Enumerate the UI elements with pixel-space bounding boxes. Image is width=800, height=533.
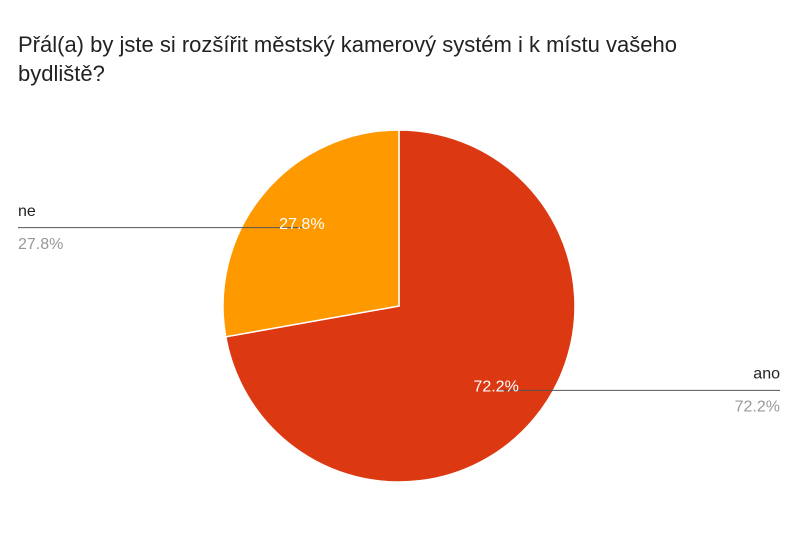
legend-label: ano	[753, 366, 780, 383]
legend-label: ne	[18, 203, 36, 220]
legend-value: 27.8%	[18, 236, 63, 253]
pie-slice	[222, 129, 400, 338]
chart-title: Přál(a) by jste si rozšířit městský kame…	[18, 32, 677, 86]
legend-value: 72.2%	[735, 399, 780, 416]
pie-slice	[224, 129, 576, 483]
slice-label: 27.8%	[279, 216, 324, 233]
slice-label: 72.2%	[473, 379, 518, 396]
